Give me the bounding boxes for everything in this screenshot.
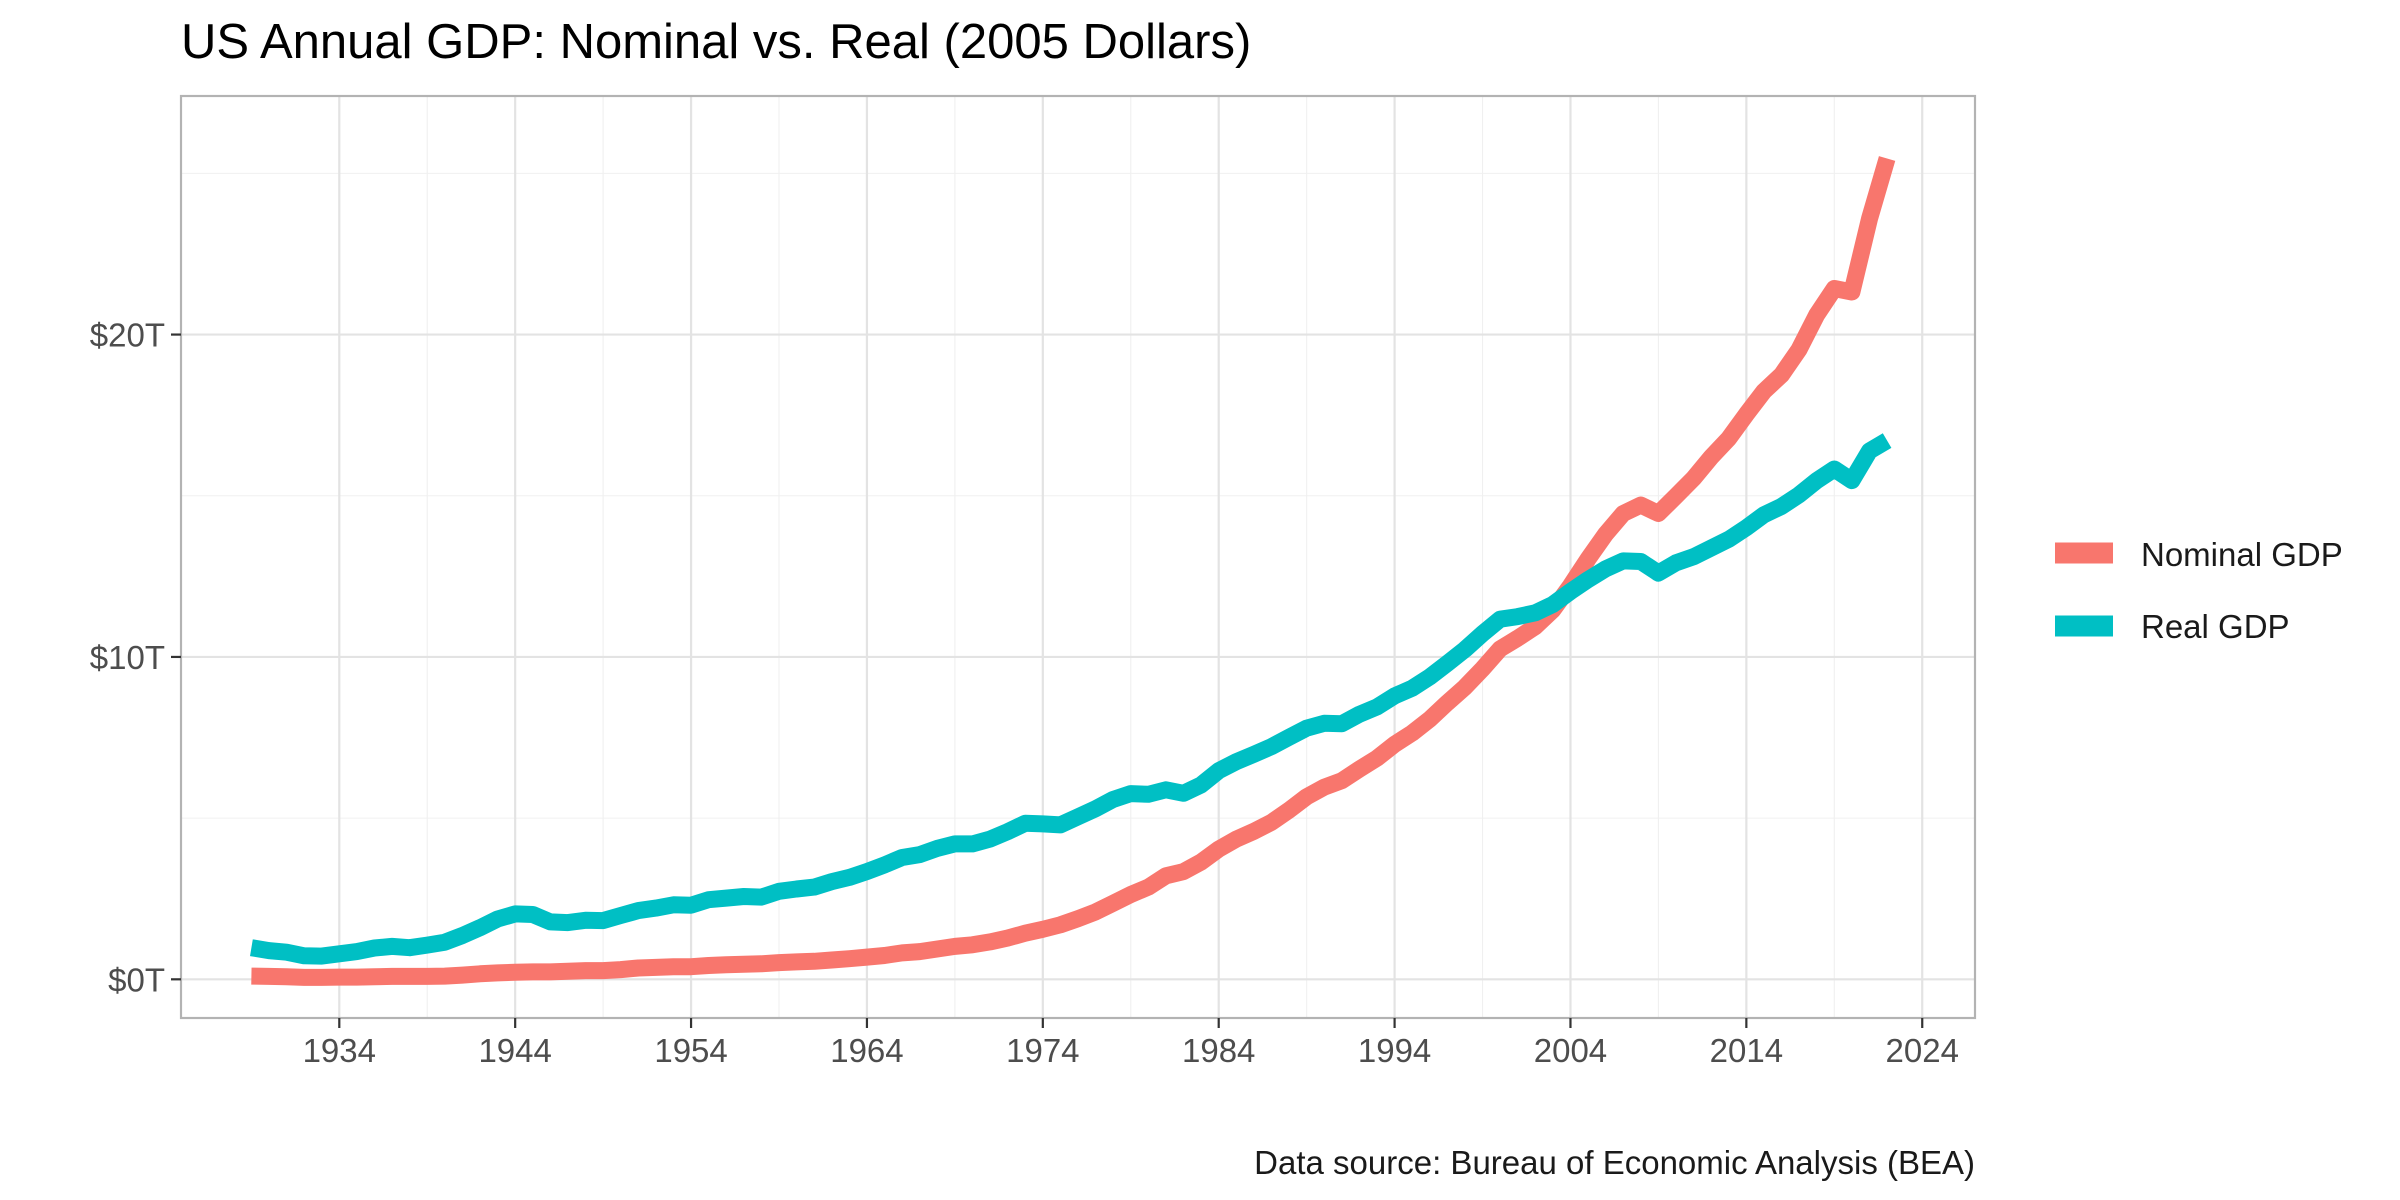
x-tick-label: 2004 (1534, 1032, 1607, 1069)
x-tick-label: 1964 (830, 1032, 903, 1069)
legend-label-nominal-gdp: Nominal GDP (2141, 536, 2343, 573)
legend-label-real-gdp: Real GDP (2141, 608, 2290, 645)
y-tick-label: $20T (90, 317, 165, 354)
x-tick-label: 1954 (654, 1032, 727, 1069)
x-axis-tick-labels: 1934 1944 1954 1964 1974 1984 1994 2004 2014 2024 (303, 1032, 1959, 1069)
axis-ticks (171, 333, 1924, 1028)
chart-title: US Annual GDP: Nominal vs. Real (2005 Do… (181, 15, 1251, 69)
x-tick-label: 2014 (1710, 1032, 1783, 1069)
major-gridlines (181, 96, 1975, 1018)
x-tick-label: 2024 (1886, 1032, 1959, 1069)
x-tick-label: 1944 (478, 1032, 551, 1069)
x-tick-label: 1984 (1182, 1032, 1255, 1069)
nominal-gdp-line (251, 156, 1896, 986)
y-axis-tick-labels: $0T $10T $20T (90, 317, 165, 999)
chart-caption: Data source: Bureau of Economic Analysis… (1254, 1144, 1975, 1181)
real-gdp-line (250, 433, 1892, 965)
legend: Nominal GDP Real GDP (2055, 536, 2343, 645)
x-tick-label: 1974 (1006, 1032, 1079, 1069)
plot-border (179, 94, 1977, 1020)
y-tick-label: $10T (90, 639, 165, 676)
y-tick-label: $0T (108, 961, 165, 998)
x-tick-label: 1934 (303, 1032, 376, 1069)
series-lines (250, 156, 1896, 986)
x-tick-label: 1994 (1358, 1032, 1431, 1069)
